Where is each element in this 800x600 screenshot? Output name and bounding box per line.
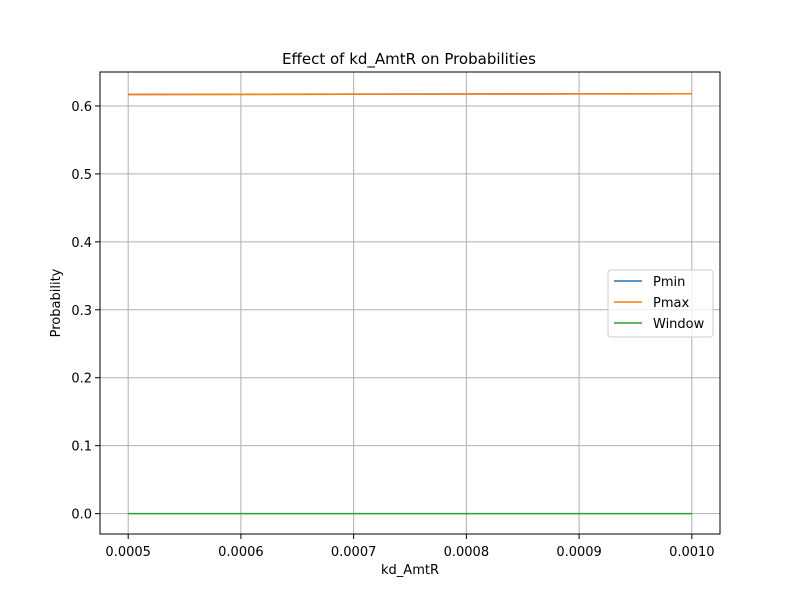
series-line-pmax — [128, 92, 692, 96]
x-tick-label: 0.0010 — [669, 545, 715, 560]
y-tick-label: 0.1 — [71, 440, 92, 455]
tick-layer: 0.0005 0.0006 0.0007 0.0008 0.0009 0.0010 0.0 0… — [71, 100, 714, 560]
x-tick-label: 0.0009 — [556, 545, 602, 560]
y-tick-label: 0.0 — [71, 508, 92, 523]
legend-label-pmax: Pmax — [653, 296, 689, 311]
x-tick-label: 0.0005 — [105, 545, 151, 560]
legend: Pmin Pmax Window — [607, 269, 714, 338]
y-tick-label: 0.3 — [71, 304, 92, 319]
legend-label-pmin: Pmin — [653, 275, 685, 290]
y-axis-label: Probability — [49, 268, 64, 337]
x-axis-label: kd_AmtR — [381, 563, 439, 578]
y-tick-label: 0.4 — [71, 236, 92, 251]
plot-frame — [99, 71, 721, 535]
legend-box — [607, 269, 714, 338]
x-tick-label: 0.0008 — [444, 545, 490, 560]
x-tick-label: 0.0006 — [218, 545, 264, 560]
y-tick-label: 0.2 — [71, 372, 92, 387]
series-layer — [128, 92, 692, 515]
y-tick-label: 0.5 — [71, 168, 92, 183]
y-tick-label: 0.6 — [71, 100, 92, 115]
chart-title: Effect of kd_AmtR on Probabilities — [282, 50, 536, 69]
x-tick-label: 0.0007 — [331, 545, 377, 560]
legend-label-window: Window — [653, 317, 705, 332]
